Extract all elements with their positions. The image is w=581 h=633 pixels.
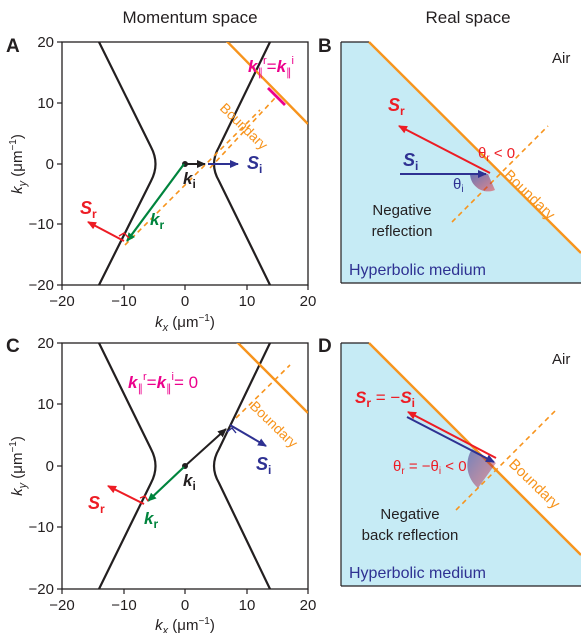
panel-c-parallel-equation: k∥r=k∥i= 0 bbox=[128, 371, 198, 395]
panel-b-air-label: Air bbox=[552, 50, 570, 67]
panel-c-ticks bbox=[57, 342, 309, 594]
panel-c-x-tick: 10 bbox=[239, 597, 256, 614]
panel-d-theta-equation: θr = −θi < 0 bbox=[393, 458, 467, 477]
panel-b-si-label: Si bbox=[403, 150, 418, 173]
panel-d-si-ray bbox=[406, 416, 495, 463]
panel-a-dashed-guide bbox=[209, 97, 276, 169]
panel-d-medium-region bbox=[341, 343, 581, 586]
panel-c-right-isofrequency-curve bbox=[212, 343, 271, 589]
right-angle-marker bbox=[139, 495, 149, 502]
panel-c-sr-vector bbox=[107, 485, 145, 505]
panel-letter-c: C bbox=[6, 336, 20, 357]
panel-b-angle-wedge bbox=[470, 174, 495, 192]
panel-c-y-tick: −20 bbox=[29, 581, 54, 598]
panel-c-x-tick: 0 bbox=[181, 597, 189, 614]
panel-d-air-label: Air bbox=[552, 351, 570, 368]
panel-d-angle-wedge bbox=[467, 449, 496, 488]
panel-c-dashed-guide bbox=[235, 364, 291, 419]
panel-a-ki-label: ki bbox=[183, 169, 196, 191]
panel-b-theta-r-label: θr < 0 bbox=[478, 145, 515, 164]
panel-b-caption-line2: reflection bbox=[372, 223, 433, 240]
panel-a-x-tick: −20 bbox=[49, 293, 74, 310]
panel-a-y-tick: 10 bbox=[37, 95, 54, 112]
panel-d-boundary-line bbox=[368, 342, 581, 556]
panel-a-x-tick: 20 bbox=[300, 293, 317, 310]
panel-b-sr-ray bbox=[398, 125, 491, 174]
panel-a-x-tick: 0 bbox=[181, 293, 189, 310]
panel-a-y-tick: 20 bbox=[37, 34, 54, 51]
panel-c-ki-vector bbox=[184, 428, 227, 467]
panel-b-medium-label: Hyperbolic medium bbox=[349, 262, 486, 279]
panel-a-x-tick: −10 bbox=[111, 293, 136, 310]
panel-a-si-label: Si bbox=[247, 153, 262, 176]
panel-c-si-vector bbox=[229, 424, 267, 447]
panel-d-medium-label: Hyperbolic medium bbox=[349, 565, 486, 582]
panel-a-y-tick: −10 bbox=[29, 216, 54, 233]
panel-a-sr-label: Sr bbox=[80, 198, 97, 221]
panel-c-y-axis-label: ky (μm−1) bbox=[8, 436, 29, 496]
panel-a-ticks bbox=[57, 41, 309, 290]
panel-b: Air Hyperbolic medium Boundary Sr Si θr … bbox=[340, 41, 581, 284]
panel-c-y-tick: −10 bbox=[29, 519, 54, 536]
panel-a-boundary-line bbox=[225, 42, 308, 125]
panel-b-medium-region bbox=[341, 42, 581, 283]
panel-b-theta-i-label: θi bbox=[453, 176, 464, 195]
panel-c-ki-label: ki bbox=[183, 471, 196, 493]
real-space-title: Real space bbox=[425, 8, 510, 27]
panel-a: −20 −10 0 10 20 20 10 0 −10 −20 kx (μm−1… bbox=[8, 34, 317, 334]
panel-b-caption-line1: Negative bbox=[372, 202, 431, 219]
panel-c-kr-label: kr bbox=[144, 509, 158, 531]
panel-c-x-tick: −20 bbox=[49, 597, 74, 614]
panel-c-x-tick: 20 bbox=[300, 597, 317, 614]
panel-a-x-tick: 10 bbox=[239, 293, 256, 310]
panel-letter-b: B bbox=[318, 36, 332, 57]
panel-a-y-axis-label: ky (μm−1) bbox=[8, 134, 29, 194]
panel-c-y-tick: 20 bbox=[37, 335, 54, 352]
panel-c-boundary-label: Boundary bbox=[247, 398, 301, 451]
panel-c-boundary-line bbox=[236, 343, 308, 414]
panel-c: −20 −10 0 10 20 20 10 0 −10 −20 kx (μm−1… bbox=[8, 335, 316, 633]
panel-c-y-tick: 0 bbox=[46, 458, 54, 475]
panel-d-caption-line2: back reflection bbox=[362, 527, 459, 544]
panel-a-boundary-label: Boundary bbox=[217, 100, 271, 153]
panel-a-y-tick: 0 bbox=[46, 156, 54, 173]
panel-d-caption-line1: Negative bbox=[380, 506, 439, 523]
panel-c-sr-label: Sr bbox=[88, 493, 105, 516]
panel-b-sr-label: Sr bbox=[388, 95, 405, 118]
panel-c-x-axis-label: kx (μm−1) bbox=[155, 616, 215, 633]
momentum-space-title: Momentum space bbox=[122, 8, 257, 27]
panel-d-sr-ray bbox=[407, 411, 497, 459]
panel-letter-a: A bbox=[6, 36, 20, 57]
panel-c-left-isofrequency-curve bbox=[98, 343, 157, 589]
panel-a-kr-vector bbox=[126, 163, 185, 242]
panel-a-parallel-equation: k∥r=k∥i bbox=[248, 55, 294, 79]
right-angle-marker bbox=[118, 232, 130, 239]
panel-b-boundary-line bbox=[368, 41, 581, 254]
panel-a-left-isofrequency-curve bbox=[98, 42, 157, 285]
panel-d-sr-equation: Sr = −Si bbox=[355, 388, 415, 410]
panel-a-dashed-guide bbox=[124, 109, 261, 246]
panel-a-x-axis-label: kx (μm−1) bbox=[155, 313, 215, 334]
panel-c-y-tick: 10 bbox=[37, 396, 54, 413]
panel-letter-d: D bbox=[318, 336, 332, 357]
panel-c-kr-vector bbox=[147, 466, 185, 502]
right-angle-marker bbox=[226, 427, 237, 434]
panel-a-parallel-k-segment bbox=[267, 87, 286, 106]
panel-a-y-tick: −20 bbox=[29, 277, 54, 294]
panel-b-normal-line bbox=[451, 125, 549, 223]
panel-a-kr-label: kr bbox=[150, 210, 164, 232]
panel-d: Air Hyperbolic medium Boundary Sr = −Si … bbox=[340, 342, 581, 587]
panel-c-x-tick: −10 bbox=[111, 597, 136, 614]
panel-a-sr-vector bbox=[87, 221, 125, 242]
panel-c-si-label: Si bbox=[256, 454, 271, 477]
